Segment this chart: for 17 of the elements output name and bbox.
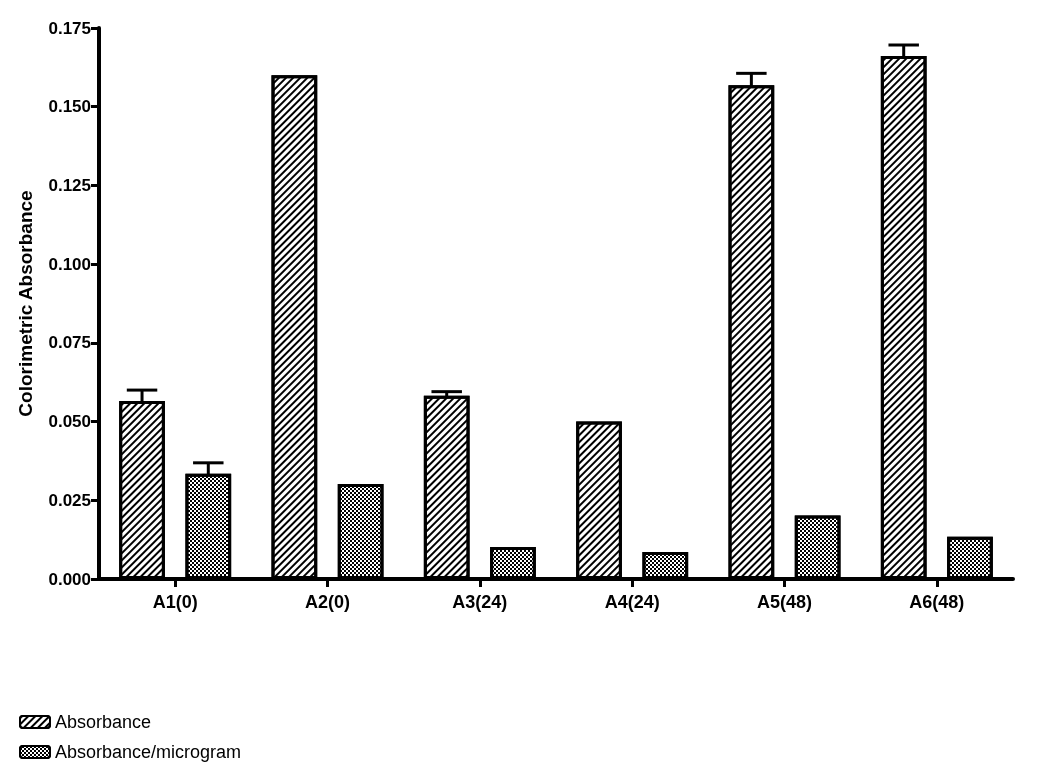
legend-label: Absorbance/microgram — [55, 742, 242, 762]
legend-label: Absorbance — [55, 712, 152, 732]
y-tick-label: 0.100 — [48, 254, 91, 274]
y-tick-label: 0.125 — [48, 175, 91, 195]
y-tick-label: 0.175 — [48, 18, 91, 38]
y-tick-label: 0.000 — [48, 569, 91, 589]
x-tick-label: A5(48) — [756, 592, 813, 612]
x-tick-label: A1(0) — [152, 592, 198, 612]
x-tick-label: A3(24) — [452, 592, 508, 612]
y-tick-label: 0.050 — [48, 412, 91, 432]
x-tick-label: A2(0) — [304, 592, 351, 612]
x-tick-label: A4(24) — [604, 592, 660, 612]
y-tick-label: 0.075 — [48, 333, 91, 353]
y-tick-label: 0.025 — [48, 490, 91, 510]
y-tick-label: 0.150 — [48, 97, 91, 117]
y-axis-title: Colorimetric Absorbance — [15, 190, 36, 417]
x-tick-label: A6(48) — [909, 592, 965, 612]
